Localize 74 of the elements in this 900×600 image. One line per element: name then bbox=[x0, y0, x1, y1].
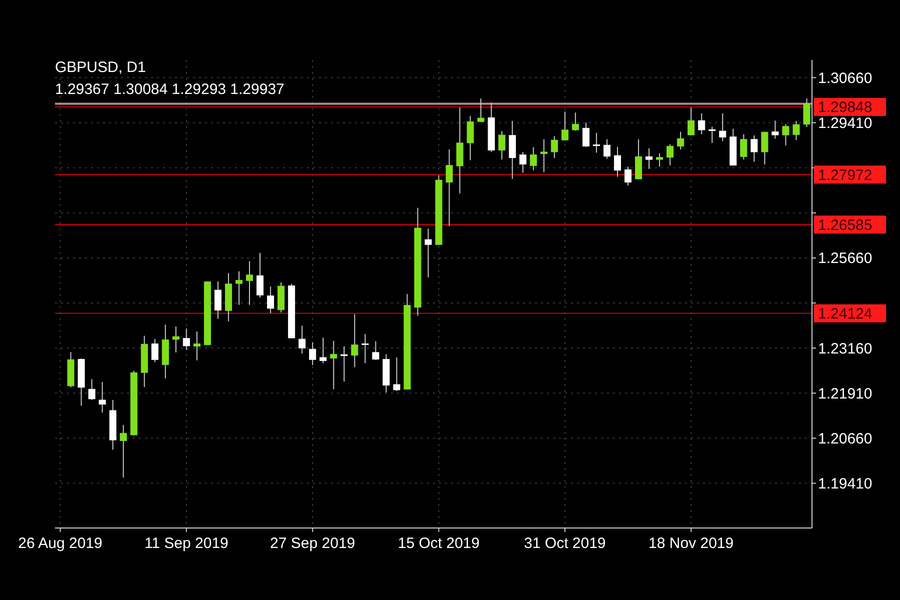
candlestick bbox=[740, 134, 748, 160]
candlestick bbox=[256, 252, 264, 298]
candlestick bbox=[688, 107, 695, 136]
y-tick-label: 1.30660 bbox=[818, 70, 872, 87]
candlestick bbox=[330, 340, 338, 390]
candlestick bbox=[708, 126, 716, 144]
candlestick bbox=[572, 112, 579, 132]
candlestick bbox=[550, 136, 558, 159]
candlestick bbox=[372, 340, 380, 360]
candlestick bbox=[362, 334, 369, 364]
candlestick bbox=[424, 228, 432, 278]
candlestick bbox=[446, 148, 453, 227]
candlestick bbox=[592, 132, 600, 154]
candlestick bbox=[635, 138, 642, 180]
candlestick bbox=[393, 356, 400, 392]
y-tick-label: 1.29410 bbox=[818, 114, 872, 132]
candlestick bbox=[98, 381, 106, 414]
x-tick-label: 11 Sep 2019 bbox=[144, 535, 228, 552]
candlestick bbox=[456, 107, 464, 194]
candlestick bbox=[782, 124, 790, 146]
ref-line-label: 1.24124 bbox=[818, 306, 872, 323]
candlestick bbox=[120, 424, 127, 478]
candlestick bbox=[298, 325, 306, 354]
x-tick-label: 27 Sep 2019 bbox=[270, 535, 356, 552]
candlestick bbox=[561, 111, 568, 141]
candlestick bbox=[540, 138, 548, 173]
y-tick-label: 1.20660 bbox=[818, 430, 872, 448]
candlestick bbox=[656, 152, 664, 168]
candlestick bbox=[466, 115, 474, 161]
ref-line-label: 1.26585 bbox=[818, 216, 872, 234]
candlestick bbox=[320, 337, 327, 364]
y-tick-label: 1.23160 bbox=[818, 340, 872, 358]
x-tick-label: 31 Oct 2019 bbox=[524, 535, 606, 552]
candlestick bbox=[88, 378, 96, 401]
x-tick-label: 18 Nov 2019 bbox=[648, 535, 734, 552]
candlestick bbox=[278, 282, 285, 313]
candlestick bbox=[151, 338, 158, 363]
candlestick bbox=[477, 98, 484, 123]
chart-title: GBPUSD, D1 bbox=[55, 59, 146, 76]
text: 1.29367 1.30084 1.29293 1.29937 bbox=[55, 81, 284, 98]
candlestick bbox=[182, 328, 190, 350]
ref-line-label: 1.29848 bbox=[818, 99, 872, 116]
candlestick bbox=[624, 166, 632, 186]
candlestick bbox=[235, 270, 243, 306]
candlestick bbox=[498, 130, 506, 160]
candlestick bbox=[172, 326, 180, 353]
candlestick bbox=[646, 148, 653, 170]
candlestick bbox=[772, 120, 779, 140]
candlestick bbox=[761, 131, 768, 166]
candlestick bbox=[719, 112, 726, 142]
candlestick bbox=[698, 112, 706, 135]
candlestick bbox=[508, 120, 516, 180]
candlestick bbox=[309, 342, 316, 366]
candlestick bbox=[677, 131, 684, 150]
candlestick bbox=[530, 146, 537, 171]
candlestick bbox=[792, 120, 800, 141]
y-tick-label: 1.25660 bbox=[818, 250, 872, 268]
y-tick-label: 1.21910 bbox=[818, 385, 872, 402]
candlestick bbox=[582, 122, 590, 148]
candlestick bbox=[351, 314, 358, 368]
x-tick-label: 15 Oct 2019 bbox=[398, 535, 480, 552]
candlestick bbox=[666, 144, 674, 166]
candlestick bbox=[614, 146, 622, 178]
candlestick bbox=[267, 286, 274, 314]
candlestick bbox=[750, 134, 758, 162]
candlestick bbox=[340, 346, 348, 382]
candlestick bbox=[193, 331, 200, 361]
candlestick bbox=[603, 138, 610, 160]
candlestick bbox=[214, 280, 222, 320]
x-tick-label: 26 Aug 2019 bbox=[18, 535, 102, 552]
candlestick bbox=[519, 151, 526, 174]
y-tick-label: 1.19410 bbox=[818, 476, 872, 493]
ref-line-label: 1.27972 bbox=[818, 166, 872, 184]
candlestick bbox=[246, 260, 254, 306]
